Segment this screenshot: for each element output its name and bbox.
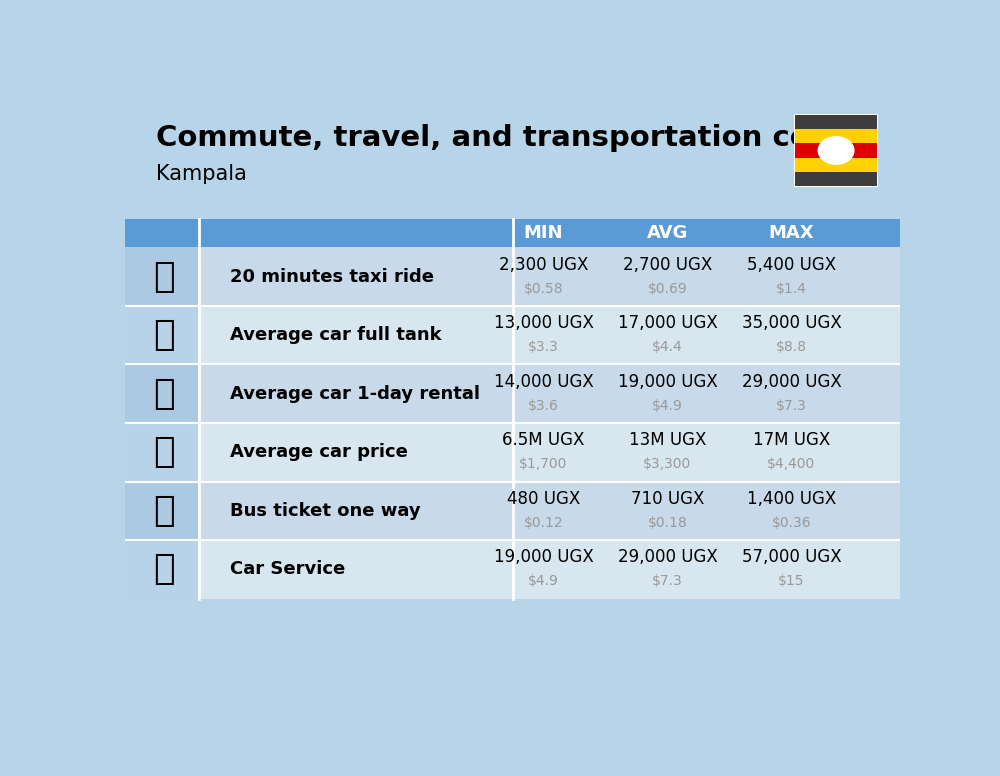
Text: Bus ticket one way: Bus ticket one way (230, 502, 420, 520)
Text: $7.3: $7.3 (652, 574, 683, 588)
Text: Commute, travel, and transportation costs: Commute, travel, and transportation cost… (156, 124, 858, 152)
Text: Average car full tank: Average car full tank (230, 326, 441, 344)
FancyBboxPatch shape (125, 248, 900, 306)
Text: Kampala: Kampala (156, 164, 247, 184)
Text: 🚌: 🚌 (153, 494, 175, 528)
Text: 35,000 UGX: 35,000 UGX (742, 314, 841, 332)
FancyBboxPatch shape (795, 171, 877, 185)
Text: Car Service: Car Service (230, 560, 345, 578)
FancyBboxPatch shape (125, 540, 199, 598)
Text: 🚕: 🚕 (153, 259, 175, 293)
Text: $4.9: $4.9 (652, 399, 683, 413)
Text: 29,000 UGX: 29,000 UGX (742, 372, 841, 391)
Text: 19,000 UGX: 19,000 UGX (618, 372, 717, 391)
Text: 2,700 UGX: 2,700 UGX (623, 255, 712, 274)
Text: 480 UGX: 480 UGX (507, 490, 580, 508)
Text: $1.4: $1.4 (776, 282, 807, 296)
FancyBboxPatch shape (795, 130, 877, 144)
Text: $0.69: $0.69 (648, 282, 687, 296)
Text: 🚗: 🚗 (153, 435, 175, 469)
Text: $3.3: $3.3 (528, 340, 559, 354)
Text: 5,400 UGX: 5,400 UGX (747, 255, 836, 274)
Text: $7.3: $7.3 (776, 399, 807, 413)
FancyBboxPatch shape (125, 365, 900, 423)
Text: 🚙: 🚙 (153, 376, 175, 411)
Text: $4.9: $4.9 (528, 574, 559, 588)
FancyBboxPatch shape (794, 114, 878, 187)
Point (193, 214, 205, 223)
Text: Average car 1-day rental: Average car 1-day rental (230, 385, 480, 403)
Point (193, 594, 205, 603)
Text: 14,000 UGX: 14,000 UGX (494, 372, 593, 391)
Text: MAX: MAX (769, 224, 814, 242)
Text: $0.58: $0.58 (524, 282, 563, 296)
FancyBboxPatch shape (125, 481, 900, 540)
Text: $0.12: $0.12 (524, 516, 563, 530)
Text: 🚗: 🚗 (153, 553, 175, 587)
Text: 13M UGX: 13M UGX (629, 431, 706, 449)
FancyBboxPatch shape (125, 481, 199, 540)
Text: MIN: MIN (524, 224, 563, 242)
FancyBboxPatch shape (125, 219, 900, 248)
Text: $3,300: $3,300 (643, 457, 692, 471)
Text: $1,700: $1,700 (519, 457, 568, 471)
Text: 1,400 UGX: 1,400 UGX (747, 490, 836, 508)
FancyBboxPatch shape (795, 115, 877, 130)
Text: 13,000 UGX: 13,000 UGX (494, 314, 593, 332)
Text: Average car price: Average car price (230, 443, 408, 461)
Text: ⛽: ⛽ (153, 318, 175, 352)
Text: 29,000 UGX: 29,000 UGX (618, 549, 717, 566)
FancyBboxPatch shape (125, 306, 900, 365)
Text: 57,000 UGX: 57,000 UGX (742, 549, 841, 566)
Text: 710 UGX: 710 UGX (631, 490, 704, 508)
FancyBboxPatch shape (125, 365, 199, 423)
Point (506, 594, 518, 603)
Point (506, 214, 518, 223)
Text: $0.18: $0.18 (648, 516, 687, 530)
FancyBboxPatch shape (125, 306, 199, 365)
FancyBboxPatch shape (795, 158, 877, 171)
FancyBboxPatch shape (795, 144, 877, 158)
Text: $0.36: $0.36 (772, 516, 811, 530)
Text: AVG: AVG (647, 224, 688, 242)
FancyBboxPatch shape (125, 423, 900, 481)
Text: 6.5M UGX: 6.5M UGX (502, 431, 585, 449)
Text: $15: $15 (778, 574, 805, 588)
FancyBboxPatch shape (125, 423, 199, 481)
FancyBboxPatch shape (125, 540, 900, 598)
Text: 2,300 UGX: 2,300 UGX (499, 255, 588, 274)
Text: 17,000 UGX: 17,000 UGX (618, 314, 717, 332)
Text: 17M UGX: 17M UGX (753, 431, 830, 449)
Text: 19,000 UGX: 19,000 UGX (494, 549, 593, 566)
Text: $8.8: $8.8 (776, 340, 807, 354)
FancyBboxPatch shape (125, 248, 199, 306)
Circle shape (818, 137, 854, 165)
Text: $4.4: $4.4 (652, 340, 683, 354)
Text: $3.6: $3.6 (528, 399, 559, 413)
Text: 20 minutes taxi ride: 20 minutes taxi ride (230, 268, 434, 286)
Text: $4,400: $4,400 (767, 457, 816, 471)
